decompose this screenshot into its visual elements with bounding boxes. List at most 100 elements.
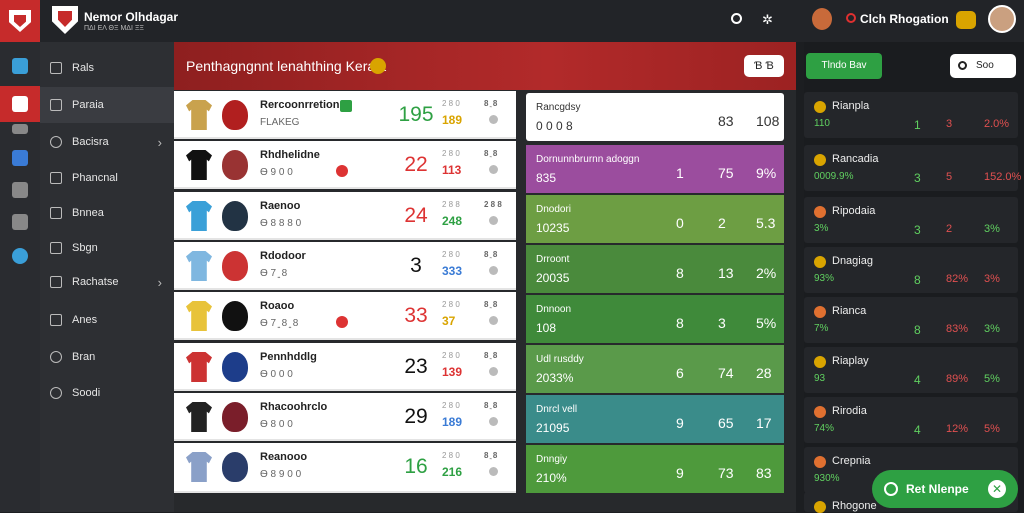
- coin-icon[interactable]: [956, 11, 976, 29]
- table-row[interactable]: Rercoonrretion FLAKEG 195 2 8 0 189 8 ͍ 8: [174, 91, 516, 139]
- fire-icon[interactable]: [12, 96, 28, 112]
- section-title: Penthagngnnt lenahthing Keraia: [186, 58, 387, 74]
- status-dot: [489, 467, 498, 476]
- trend-label: 8 ͍ 8: [484, 300, 498, 309]
- shield-icon: [9, 10, 31, 32]
- home-icon[interactable]: [12, 58, 28, 74]
- stat-row[interactable]: Dnngiy 210% 9 73 83: [526, 445, 784, 493]
- save-icon[interactable]: [12, 150, 28, 166]
- status-icon: [846, 13, 856, 23]
- app-title: Nemor Olhdagar: [84, 10, 179, 24]
- table-row[interactable]: Reanooo Ѳ 8 9 0 0 16 2 8 0 216 8 ͍ 8: [174, 443, 516, 493]
- tool-icon[interactable]: [12, 214, 28, 230]
- brand-logo[interactable]: [0, 0, 40, 42]
- profile-avatar[interactable]: [988, 5, 1016, 33]
- team-crest-icon: [222, 352, 248, 382]
- team-sub: Ѳ 0 0 0: [260, 369, 293, 380]
- ranking-stat-3: 3%: [984, 223, 1000, 235]
- stat-row[interactable]: Drroont 20035 8 13 2%: [526, 245, 784, 293]
- ranking-row[interactable]: Dnagiag 93% 8 82% 3%: [804, 247, 1018, 293]
- sidebar-item-4[interactable]: Bnnea: [40, 195, 174, 231]
- topbar-right-title: Clch Rhogation: [860, 12, 949, 26]
- green-action-button[interactable]: Tlndo Bav: [806, 53, 882, 79]
- stat-row[interactable]: Dnrcl vell 21095 9 65 17: [526, 395, 784, 443]
- ranking-row[interactable]: Rianca 7% 8 83% 3%: [804, 297, 1018, 343]
- bell-icon[interactable]: ✲: [762, 12, 773, 27]
- ranking-stat-2: 83%: [946, 323, 969, 335]
- trend-label: 8 ͍ 8: [484, 149, 498, 158]
- ranking-row[interactable]: Rirodia 74% 4 12% 5%: [804, 397, 1018, 443]
- globe-icon[interactable]: [12, 248, 28, 264]
- trend-label: 2 8 8: [484, 200, 502, 209]
- circle-icon: [50, 387, 62, 399]
- stat-row[interactable]: Dnodori 10235 0 2 5.3: [526, 195, 784, 243]
- stat-row[interactable]: Dornunnbrurnn adoggn 835 1 75 9%: [526, 145, 784, 193]
- team-name: Reanooo: [260, 451, 308, 463]
- sidebar-item-2[interactable]: Bacisra ›: [40, 124, 174, 160]
- ranking-row[interactable]: Rancadia 0009.9% 3 5 152.0%: [804, 145, 1021, 191]
- jersey-icon: [186, 452, 212, 482]
- search-icon: [50, 351, 62, 363]
- table-row[interactable]: Roaoo Ѳ 7 ͍ 8 ͍ 8 33 2 8 0 37 8 ͍ 8: [174, 292, 516, 340]
- header-action-button[interactable]: Ɓ Ɓ: [744, 55, 784, 77]
- stat-row-value: 20035: [536, 271, 570, 285]
- medal-icon: [814, 206, 826, 218]
- sidebar-item-6[interactable]: Rachatse ›: [40, 264, 174, 300]
- sidebar-item-5[interactable]: Sbgn: [40, 230, 174, 266]
- stat-value: 248: [442, 214, 463, 228]
- stat-value: 216: [442, 465, 463, 479]
- team-name: Raenoo: [260, 200, 301, 212]
- section-header: [174, 42, 796, 90]
- stat-row[interactable]: Rancgdsy 0 0 0 8 83 108: [526, 93, 784, 141]
- cloud-icon[interactable]: [12, 182, 28, 198]
- table-row[interactable]: Rhacoohrclo Ѳ 8 0 0 29 2 8 0 189 8 ͍ 8: [174, 393, 516, 441]
- user-avatar-small[interactable]: [812, 8, 832, 30]
- team-sub: Ѳ 7 ͍ 8 ͍ 8: [260, 318, 299, 329]
- sidebar-item-1[interactable]: Paraia: [40, 87, 174, 123]
- list-icon[interactable]: [12, 124, 28, 134]
- trend-label: 8 ͍ 8: [484, 250, 498, 259]
- ranking-value: 7%: [814, 323, 829, 334]
- trend-label: 8 ͍ 8: [484, 351, 498, 360]
- menu-icon: [50, 172, 62, 184]
- status-dot: [489, 115, 498, 124]
- stat-value: 139: [442, 365, 463, 379]
- stat-row[interactable]: Dnnoon 108 8 3 5%: [526, 295, 784, 343]
- ranking-value: 93%: [814, 273, 835, 284]
- sidebar-item-7[interactable]: Anes: [40, 302, 174, 338]
- medal-icon: [814, 406, 826, 418]
- ranking-stat-1: 8: [914, 273, 921, 287]
- ranking-row[interactable]: Riaplay 93 4 89% 5%: [804, 347, 1018, 393]
- stat-row-value: 0 0 0 8: [536, 119, 573, 133]
- main-score: 3: [410, 254, 422, 277]
- stat-col-1: 0: [676, 215, 684, 231]
- table-row[interactable]: Rdodoor Ѳ 7 ͍ 8 3 2 8 0 333 8 ͍ 8: [174, 242, 516, 290]
- stat-row[interactable]: Udl rusddy 2033% 6 74 28: [526, 345, 784, 393]
- chevron-right-icon: ›: [157, 134, 162, 150]
- search-icon[interactable]: [731, 13, 742, 24]
- close-icon[interactable]: ✕: [988, 480, 1006, 498]
- ranking-stat-2: 2: [946, 223, 953, 235]
- table-row[interactable]: Rhdhelidne Ѳ 9 0 0 22 2 8 0 113 8 ͍ 8: [174, 141, 516, 189]
- stat-row-value: 108: [536, 321, 557, 335]
- main-score: 22: [404, 153, 428, 176]
- stat-col-2: 73: [718, 465, 734, 481]
- coin-icon: [370, 58, 386, 74]
- table-row[interactable]: Raenoo Ѳ 8 8 8 0 24 2 8 8 248 2 8 8: [174, 192, 516, 240]
- sidebar-item-3[interactable]: Phancnal: [40, 160, 174, 196]
- sidebar-item-8[interactable]: Bran: [40, 339, 174, 375]
- menu-icon: [50, 242, 62, 254]
- sidebar-item-0[interactable]: Rals: [40, 50, 174, 86]
- main-score: 195: [398, 103, 434, 126]
- ranking-row[interactable]: Ripodaia 3% 3 2 3%: [804, 197, 1018, 243]
- ranking-stat-3: 5%: [984, 423, 1000, 435]
- ranking-stat-1: 4: [914, 373, 921, 387]
- sidebar-item-9[interactable]: Soodi: [40, 375, 174, 411]
- ranking-name: Dnagiag: [832, 255, 873, 267]
- stat-row-label: Udl rusddy: [536, 354, 584, 365]
- table-row[interactable]: Pennhddlg Ѳ 0 0 0 23 2 8 0 139 8 ͍ 8: [174, 343, 516, 391]
- ranking-row[interactable]: Rianpla 110 1 3 2.0%: [804, 92, 1018, 138]
- stat-value: 189: [442, 113, 463, 127]
- stat-col-1: 9: [676, 465, 684, 481]
- jersey-icon: [186, 402, 212, 432]
